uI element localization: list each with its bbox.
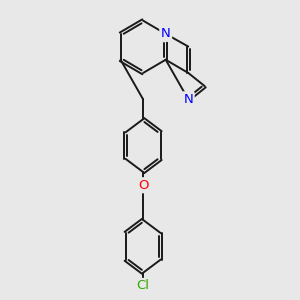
Text: O: O [138, 179, 148, 192]
Text: Cl: Cl [136, 280, 150, 292]
Text: N: N [183, 93, 193, 106]
Text: N: N [161, 27, 171, 40]
